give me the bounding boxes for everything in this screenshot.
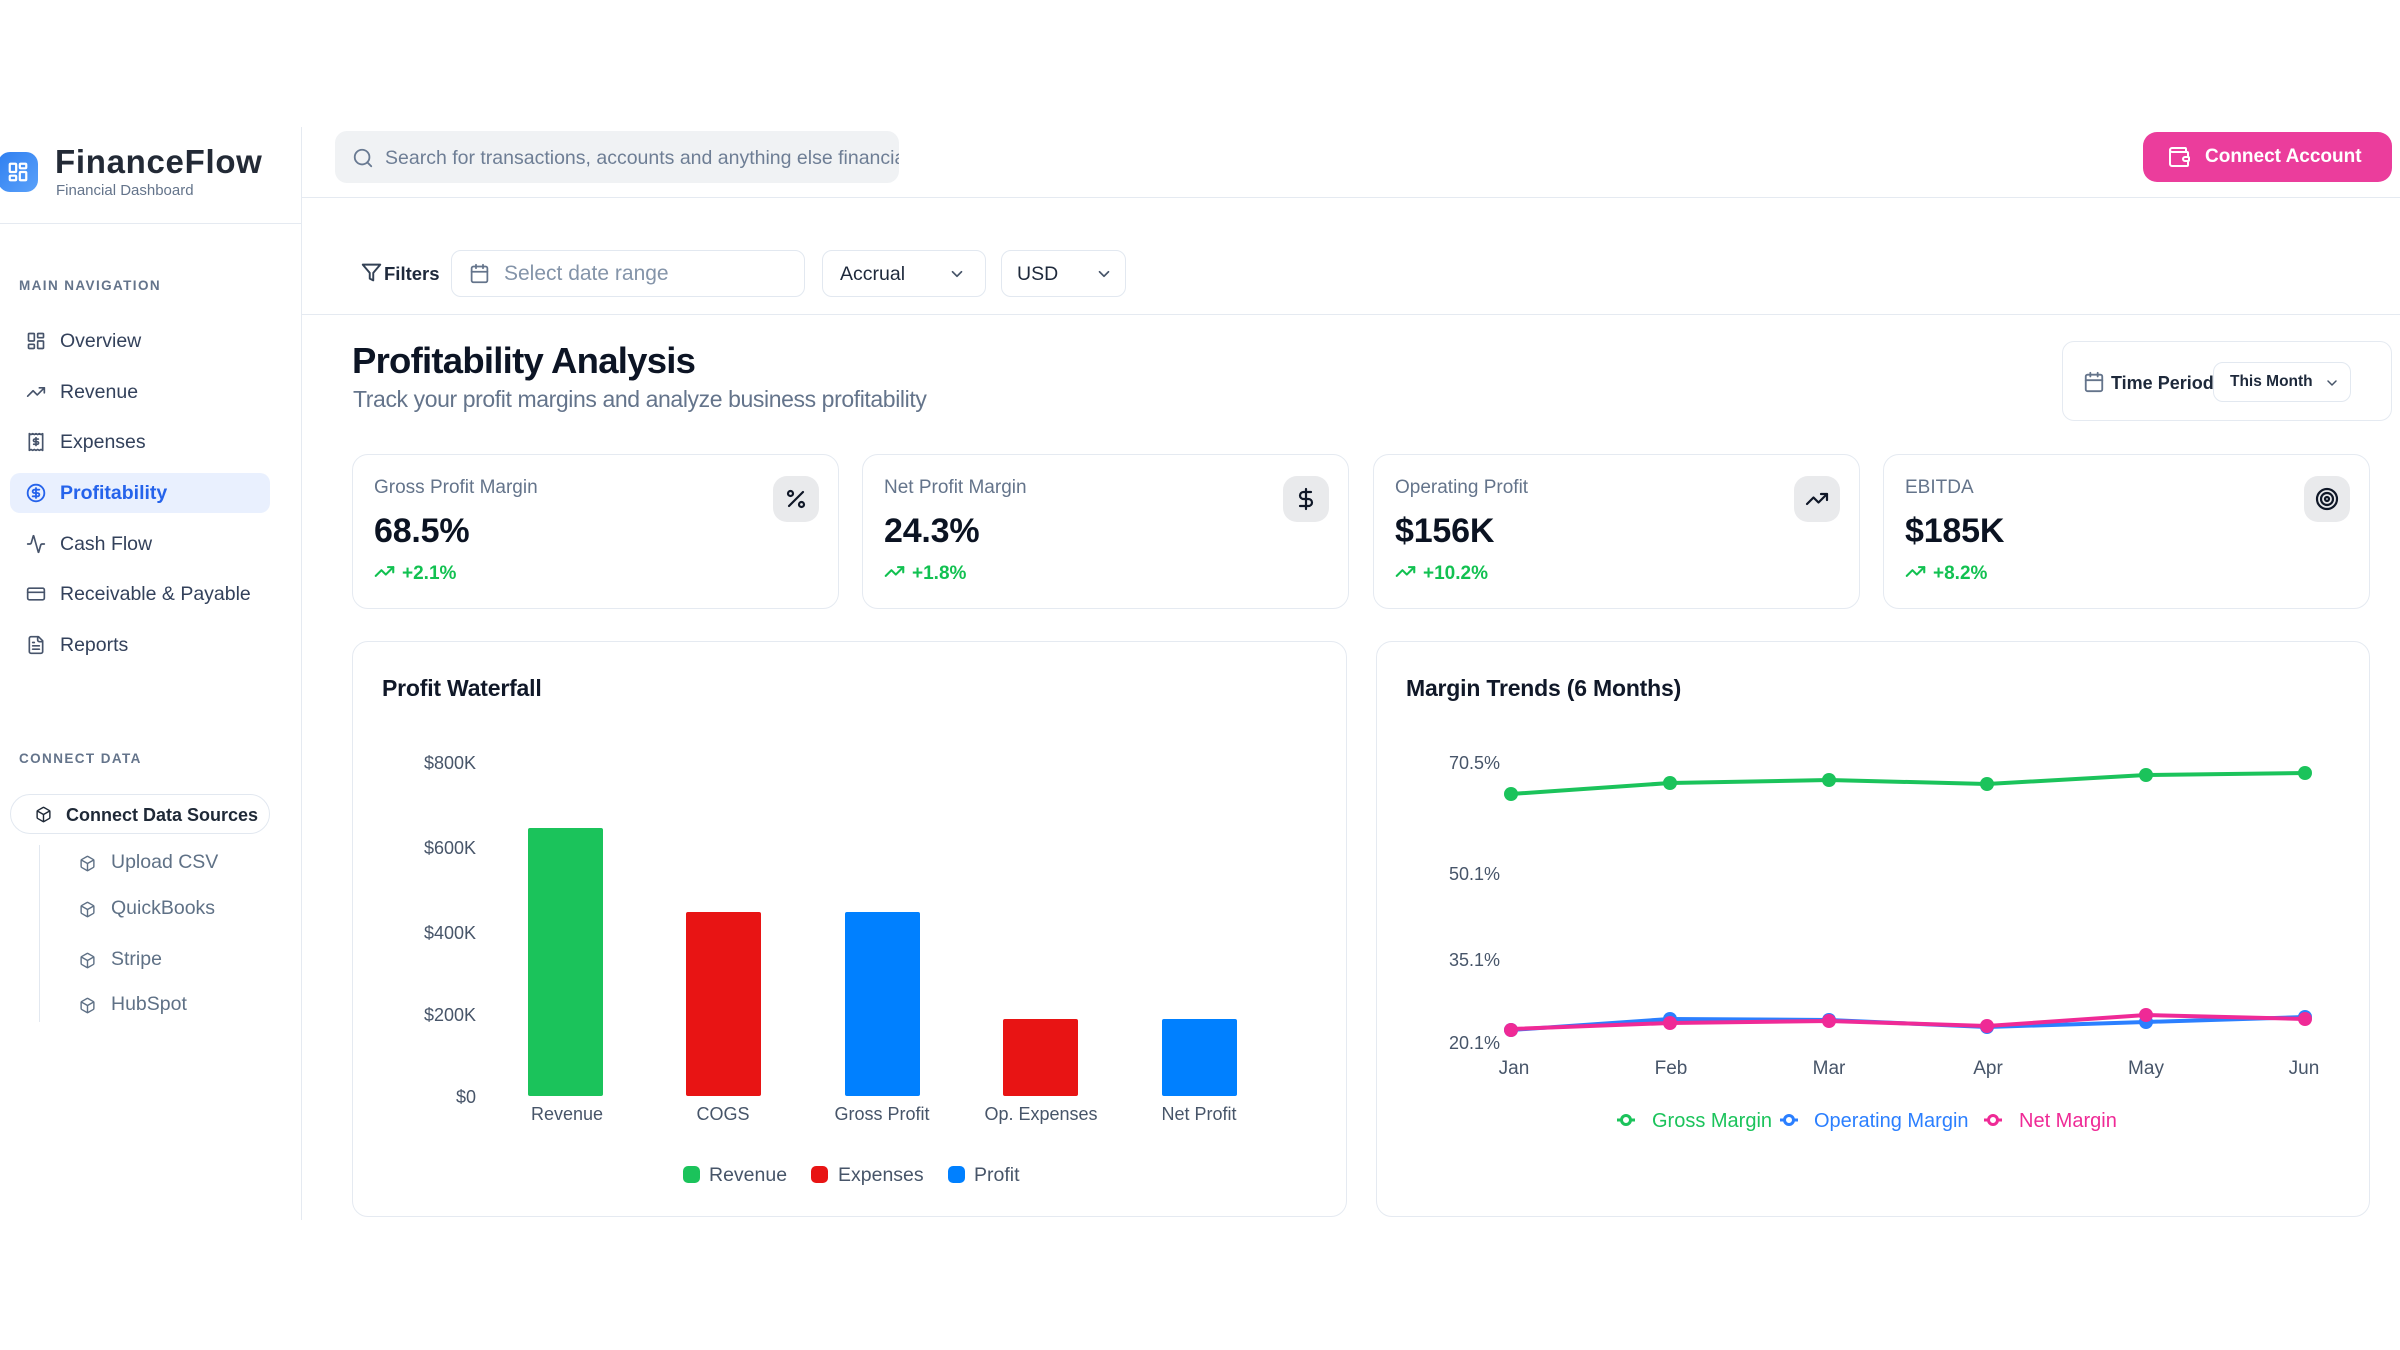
svg-text:$800K: $800K bbox=[424, 753, 476, 773]
svg-text:COGS: COGS bbox=[696, 1104, 749, 1124]
svg-text:Net Profit: Net Profit bbox=[1161, 1104, 1236, 1124]
svg-text:Expenses: Expenses bbox=[838, 1164, 924, 1186]
svg-text:$200K: $200K bbox=[424, 1005, 476, 1025]
svg-text:Op. Expenses: Op. Expenses bbox=[984, 1104, 1097, 1124]
svg-text:50.1%: 50.1% bbox=[1449, 864, 1500, 884]
svg-text:$400K: $400K bbox=[424, 923, 476, 943]
svg-text:Apr: Apr bbox=[1973, 1058, 2003, 1079]
svg-text:Revenue: Revenue bbox=[709, 1164, 787, 1186]
svg-text:May: May bbox=[2128, 1058, 2164, 1079]
svg-text:$600K: $600K bbox=[424, 838, 476, 858]
svg-text:Operating Margin: Operating Margin bbox=[1814, 1110, 1969, 1132]
svg-text:Revenue: Revenue bbox=[531, 1104, 603, 1124]
svg-text:Profit: Profit bbox=[974, 1164, 1020, 1186]
svg-text:Gross Margin: Gross Margin bbox=[1652, 1110, 1772, 1132]
svg-text:Mar: Mar bbox=[1813, 1058, 1846, 1079]
svg-text:35.1%: 35.1% bbox=[1449, 950, 1500, 970]
svg-text:Feb: Feb bbox=[1655, 1058, 1688, 1079]
svg-text:$0: $0 bbox=[456, 1087, 476, 1107]
svg-text:Gross Profit: Gross Profit bbox=[834, 1104, 929, 1124]
svg-text:Jun: Jun bbox=[2289, 1058, 2320, 1079]
svg-text:20.1%: 20.1% bbox=[1449, 1033, 1500, 1053]
svg-text:Jan: Jan bbox=[1499, 1058, 1530, 1079]
svg-text:70.5%: 70.5% bbox=[1449, 753, 1500, 773]
svg-text:Net Margin: Net Margin bbox=[2019, 1110, 2117, 1132]
